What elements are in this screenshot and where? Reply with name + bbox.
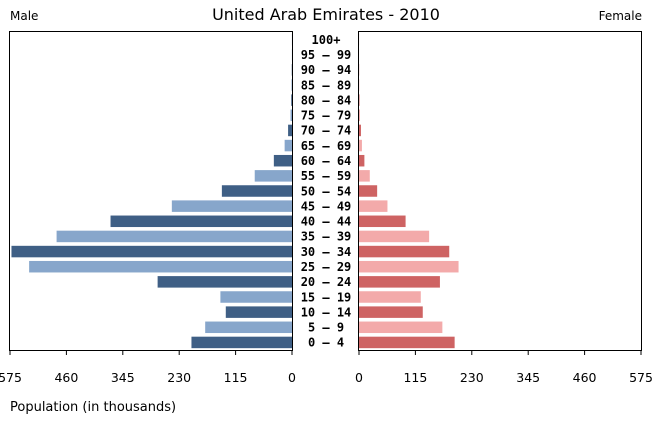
female-bar (359, 276, 440, 288)
female-plot-frame (358, 31, 642, 351)
female-bar (359, 260, 459, 273)
age-group-label: 90 – 94 (301, 63, 352, 77)
male-bars (11, 33, 293, 349)
male-bar (56, 230, 293, 243)
age-group-label: 70 – 74 (301, 124, 352, 138)
female-tick-label: 345 (516, 370, 540, 385)
female-tick-label: 115 (403, 370, 427, 385)
male-bar (225, 306, 292, 318)
female-tick-label: 0 (355, 370, 363, 385)
female-side-label: Female (599, 9, 642, 23)
male-bar (110, 215, 292, 228)
male-bar (254, 170, 292, 182)
male-bar (157, 276, 292, 288)
male-tick-label: 115 (224, 370, 248, 385)
male-bar (205, 321, 292, 334)
female-tick-label: 230 (460, 370, 484, 385)
female-bar (359, 245, 450, 258)
age-group-label: 15 – 19 (301, 290, 352, 304)
chart-title: United Arab Emirates - 2010 (212, 5, 440, 24)
age-group-label: 60 – 64 (301, 154, 352, 168)
female-bar (359, 291, 421, 303)
female-bar (359, 154, 365, 167)
male-bar (284, 139, 292, 152)
age-group-label: 5 – 9 (308, 321, 344, 335)
male-tick-label: 230 (167, 370, 191, 385)
male-bar (290, 109, 292, 122)
male-bar (291, 94, 292, 106)
male-tick-label: 0 (288, 370, 296, 385)
male-bar (191, 336, 292, 349)
female-bar (359, 321, 443, 334)
age-group-label: 80 – 84 (301, 93, 352, 107)
female-bar (359, 306, 423, 318)
female-bar (359, 336, 455, 349)
male-side-label: Male (10, 9, 38, 23)
age-group-label: 85 – 89 (301, 78, 352, 92)
female-bar (359, 200, 388, 212)
male-bar (29, 260, 292, 273)
female-bars (359, 33, 459, 349)
age-group-label: 25 – 29 (301, 260, 352, 274)
male-bar (171, 200, 292, 212)
female-bar (359, 139, 362, 152)
age-group-label: 0 – 4 (308, 336, 344, 350)
age-group-label: 55 – 59 (301, 169, 352, 183)
male-bar (273, 154, 292, 167)
male-plot-frame (9, 31, 293, 351)
male-bar (220, 291, 292, 303)
male-tick-label: 460 (54, 370, 78, 385)
age-group-label: 75 – 79 (301, 109, 352, 123)
female-tick-label: 575 (629, 370, 652, 385)
female-bar (359, 170, 370, 182)
female-bar (359, 185, 378, 197)
age-group-label: 65 – 69 (301, 139, 352, 153)
male-bar (288, 124, 292, 137)
age-group-label: 30 – 34 (301, 245, 352, 259)
female-bar (359, 230, 430, 243)
female-bar (359, 109, 360, 122)
male-tick-label: 575 (0, 370, 22, 385)
age-group-label: 35 – 39 (301, 230, 352, 244)
male-bar (221, 185, 292, 197)
female-bar (359, 215, 406, 228)
male-tick-label: 345 (111, 370, 135, 385)
female-x-axis: 0 115 230 345 460 575 (355, 350, 652, 385)
female-bar (359, 124, 361, 137)
age-group-label: 45 – 49 (301, 199, 352, 213)
age-group-label: 100+ (312, 33, 341, 47)
male-bar (11, 245, 292, 258)
age-group-label: 10 – 14 (301, 305, 352, 319)
age-group-label: 95 – 99 (301, 48, 352, 62)
x-axis-label: Population (in thousands) (10, 400, 176, 415)
male-x-axis: 575 460 345 230 115 0 (0, 350, 296, 385)
age-group-label: 20 – 24 (301, 275, 352, 289)
age-group-label: 40 – 44 (301, 215, 352, 229)
age-group-label: 50 – 54 (301, 184, 352, 198)
female-tick-label: 460 (573, 370, 597, 385)
